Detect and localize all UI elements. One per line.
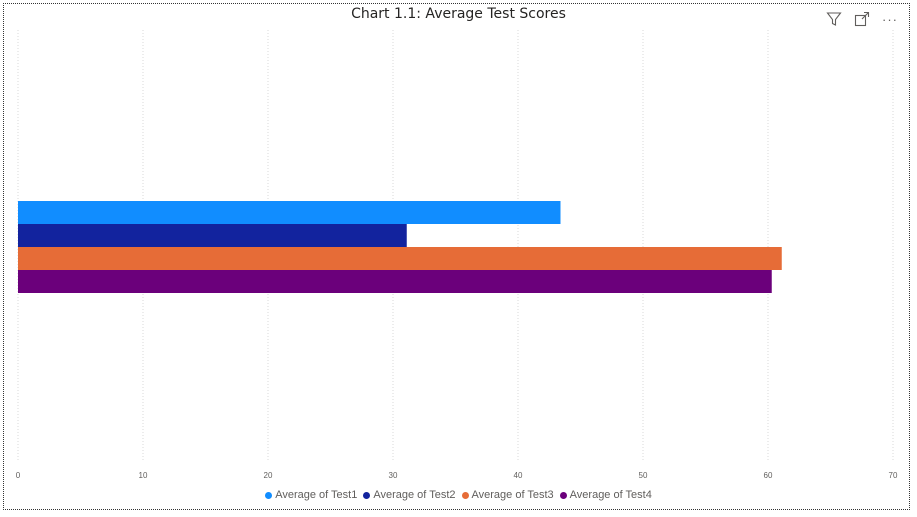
bar-average-of-test4[interactable] xyxy=(18,270,772,293)
visual-container xyxy=(3,3,910,510)
bar-average-of-test1[interactable] xyxy=(18,201,561,224)
x-tick-label: 40 xyxy=(514,471,523,480)
legend-label: Average of Test4 xyxy=(569,489,652,501)
legend-label: Average of Test1 xyxy=(275,489,358,501)
x-tick-label: 60 xyxy=(764,471,773,480)
x-tick-label: 20 xyxy=(264,471,273,480)
x-tick-label: 10 xyxy=(139,471,148,480)
legend-label: Average of Test3 xyxy=(471,489,554,501)
legend-label: Average of Test2 xyxy=(373,489,456,501)
x-tick-label: 50 xyxy=(639,471,648,480)
legend-item[interactable]: Average of Test2 xyxy=(363,489,456,501)
filter-icon[interactable] xyxy=(825,10,843,28)
legend-marker xyxy=(265,491,273,499)
x-tick-label: 70 xyxy=(889,471,898,480)
focus-mode-icon[interactable] xyxy=(853,10,871,28)
x-tick-label: 0 xyxy=(16,471,21,480)
legend-marker xyxy=(559,491,567,499)
legend-item[interactable]: Average of Test1 xyxy=(265,489,357,501)
visual-header-toolbar: ··· xyxy=(825,10,899,28)
chart-legend: Average of Test1 Average of Test2 Average … xyxy=(0,489,917,501)
bar-average-of-test3[interactable] xyxy=(18,247,782,270)
chart-title: Chart 1.1: Average Test Scores xyxy=(351,6,566,22)
legend-marker xyxy=(461,491,469,499)
legend-item[interactable]: Average of Test4 xyxy=(559,489,652,501)
legend-item[interactable]: Average of Test3 xyxy=(461,489,554,501)
bar-average-of-test2[interactable] xyxy=(18,224,407,247)
x-tick-label: 30 xyxy=(389,471,398,480)
legend-marker xyxy=(363,491,371,499)
more-options-icon[interactable]: ··· xyxy=(882,11,898,27)
